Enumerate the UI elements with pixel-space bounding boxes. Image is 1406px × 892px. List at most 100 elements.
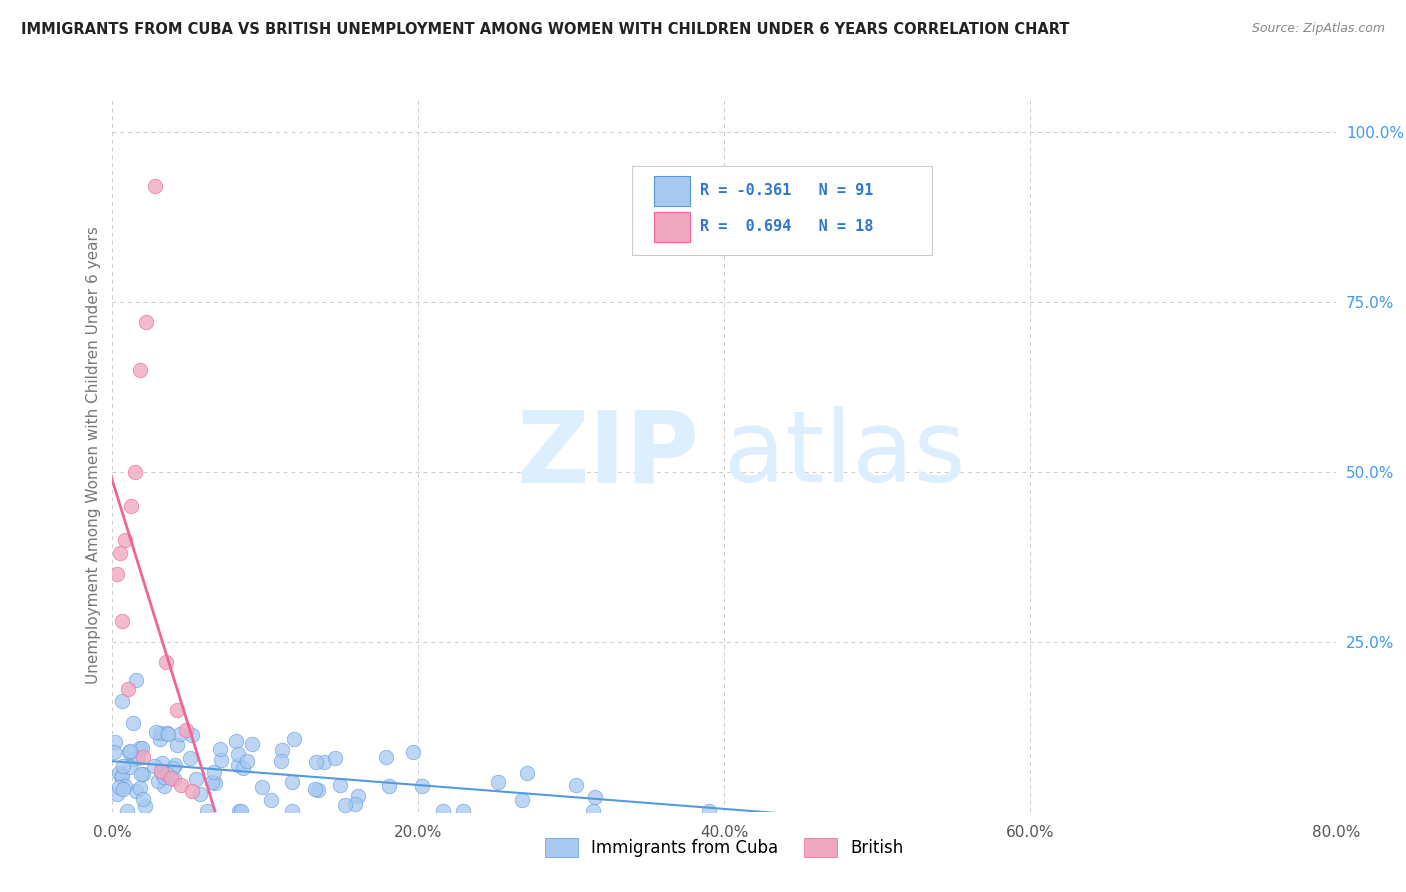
Point <box>159 771 181 785</box>
Point <box>329 778 352 792</box>
Point <box>583 790 606 805</box>
Point <box>375 749 398 764</box>
Text: R =  0.694   N = 18: R = 0.694 N = 18 <box>700 219 873 234</box>
Point <box>209 742 232 756</box>
Point <box>283 731 305 746</box>
Text: ZIP: ZIP <box>517 407 700 503</box>
Point <box>260 793 283 807</box>
Point <box>186 772 208 786</box>
Point <box>156 727 179 741</box>
Point <box>166 738 188 752</box>
Point <box>228 804 250 818</box>
Point <box>155 767 177 781</box>
Point <box>125 784 148 798</box>
Point <box>156 726 179 740</box>
FancyBboxPatch shape <box>654 211 690 242</box>
Point <box>226 758 249 772</box>
Point <box>162 772 184 786</box>
Point <box>402 745 425 759</box>
Point <box>281 774 304 789</box>
Point <box>411 780 433 794</box>
Point <box>110 693 132 707</box>
Y-axis label: Unemployment Among Women with Children Under 6 years: Unemployment Among Women with Children U… <box>86 226 101 684</box>
Point <box>333 797 356 812</box>
Point <box>118 744 141 758</box>
Point <box>152 770 174 784</box>
Point <box>453 804 475 818</box>
Point <box>240 737 263 751</box>
Point <box>114 780 136 794</box>
Point <box>181 728 204 742</box>
Text: Source: ZipAtlas.com: Source: ZipAtlas.com <box>1251 22 1385 36</box>
Point <box>344 797 367 812</box>
Legend: Immigrants from Cuba, British: Immigrants from Cuba, British <box>538 831 910 864</box>
Point <box>232 760 254 774</box>
Point <box>122 752 145 766</box>
Point <box>697 804 720 818</box>
Point <box>150 764 173 778</box>
Point <box>132 750 155 764</box>
Point <box>516 765 538 780</box>
Point <box>146 774 169 789</box>
Point <box>112 759 135 773</box>
Point <box>149 731 172 746</box>
Point <box>127 751 149 765</box>
Point <box>122 715 145 730</box>
Point <box>114 533 136 547</box>
FancyBboxPatch shape <box>633 166 932 255</box>
Point <box>488 775 510 789</box>
FancyBboxPatch shape <box>654 176 690 206</box>
Point <box>104 735 127 749</box>
Point <box>305 756 328 770</box>
Point <box>271 743 294 757</box>
Point <box>236 754 259 768</box>
Point <box>103 745 125 759</box>
Point <box>108 780 131 794</box>
Point <box>129 767 152 781</box>
Point <box>131 740 153 755</box>
Point <box>125 673 148 687</box>
Point <box>115 804 138 818</box>
Point <box>120 760 142 774</box>
Point <box>209 753 232 767</box>
Point <box>129 363 152 377</box>
Point <box>307 783 329 797</box>
Point <box>135 315 157 329</box>
Point <box>108 546 131 560</box>
Point <box>190 787 212 801</box>
Point <box>108 766 131 780</box>
Point <box>169 727 191 741</box>
Point <box>304 782 326 797</box>
Point <box>110 769 132 783</box>
Point <box>132 792 155 806</box>
Point <box>105 787 128 801</box>
Point <box>118 745 141 759</box>
Point <box>226 747 249 761</box>
Point <box>145 725 167 739</box>
Point <box>270 754 292 768</box>
Point <box>281 804 304 818</box>
Point <box>432 804 454 818</box>
Point <box>129 780 152 795</box>
Point <box>111 769 134 783</box>
Point <box>112 782 135 797</box>
Point <box>142 758 165 772</box>
Point <box>325 751 347 765</box>
Point <box>129 741 152 756</box>
Text: IMMIGRANTS FROM CUBA VS BRITISH UNEMPLOYMENT AMONG WOMEN WITH CHILDREN UNDER 6 Y: IMMIGRANTS FROM CUBA VS BRITISH UNEMPLOY… <box>21 22 1070 37</box>
Point <box>250 780 273 794</box>
Point <box>117 682 139 697</box>
Point <box>132 767 155 781</box>
Text: R = -0.361   N = 91: R = -0.361 N = 91 <box>700 184 873 198</box>
Point <box>510 793 533 807</box>
Point <box>378 779 401 793</box>
Point <box>231 804 253 818</box>
Point <box>134 799 156 814</box>
Point <box>143 179 166 194</box>
Point <box>111 615 134 629</box>
Point <box>582 804 605 818</box>
Point <box>152 756 174 771</box>
Point <box>149 726 172 740</box>
Point <box>202 765 225 780</box>
Point <box>155 655 177 669</box>
